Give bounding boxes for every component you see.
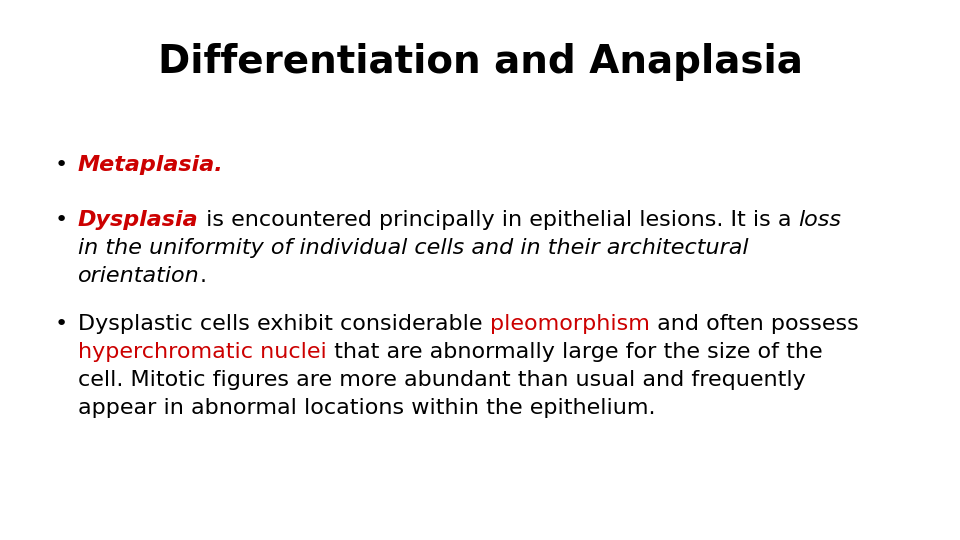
Text: •: • [55, 210, 68, 230]
Text: that are abnormally large for the size of the: that are abnormally large for the size o… [326, 342, 823, 362]
Text: in the uniformity of individual cells and in their architectural: in the uniformity of individual cells an… [78, 238, 749, 258]
Text: pleomorphism: pleomorphism [490, 314, 650, 334]
Text: loss: loss [799, 210, 841, 230]
Text: •: • [55, 314, 68, 334]
Text: Dysplastic cells exhibit considerable: Dysplastic cells exhibit considerable [78, 314, 490, 334]
Text: hyperchromatic nuclei: hyperchromatic nuclei [78, 342, 326, 362]
Text: cell. Mitotic figures are more abundant than usual and frequently: cell. Mitotic figures are more abundant … [78, 370, 805, 390]
Text: and often possess: and often possess [650, 314, 858, 334]
Text: •: • [55, 155, 68, 175]
Text: Metaplasia.: Metaplasia. [78, 155, 224, 175]
Text: Dysplasia: Dysplasia [78, 210, 199, 230]
Text: appear in abnormal locations within the epithelium.: appear in abnormal locations within the … [78, 398, 656, 418]
Text: Differentiation and Anaplasia: Differentiation and Anaplasia [157, 43, 803, 81]
Text: is encountered principally in epithelial lesions. It is a: is encountered principally in epithelial… [199, 210, 799, 230]
Text: .: . [200, 266, 206, 286]
Text: orientation: orientation [78, 266, 200, 286]
